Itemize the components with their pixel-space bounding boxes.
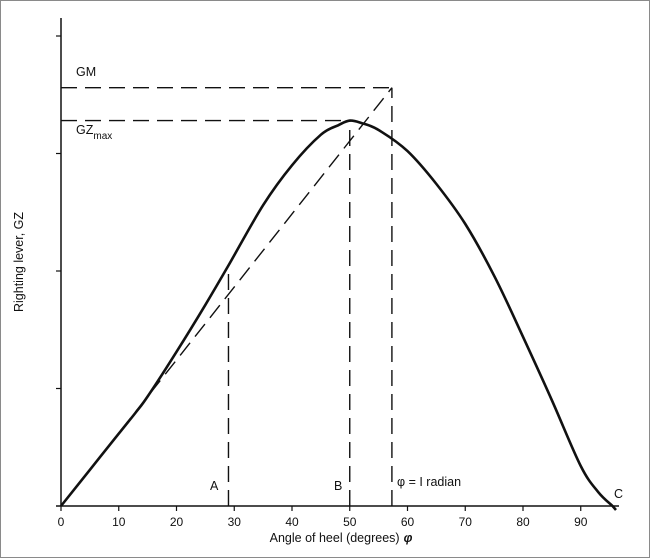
label-a: A — [210, 479, 219, 493]
x-tick-label-80: 80 — [516, 515, 530, 529]
x-axis-title: Angle of heel (degrees) φ — [270, 531, 413, 545]
series-layer — [59, 87, 617, 511]
x-tick-label-40: 40 — [285, 515, 299, 529]
x-axis-title-symbol: φ — [404, 531, 413, 545]
gzmax-label-sub: max — [93, 131, 112, 142]
x-tick-label-90: 90 — [574, 515, 588, 529]
gzmax-label: GZmax — [76, 123, 112, 142]
x-axis-title-text: Angle of heel (degrees) — [270, 531, 400, 545]
x-tick-label-30: 30 — [228, 515, 242, 529]
x-tick-label-50: 50 — [343, 515, 357, 529]
y-ticks — [56, 35, 61, 390]
x-tick-label-20: 20 — [170, 515, 184, 529]
gzmax-label-main: GZ — [76, 123, 94, 137]
x-tick-label-0: 0 — [58, 515, 65, 529]
gz-curve — [59, 119, 617, 511]
y-axis-title: Righting lever, GZ — [12, 212, 26, 312]
reference-lines — [61, 86, 393, 506]
x-tick-label-10: 10 — [112, 515, 126, 529]
x-ticks: 0 10 20 30 40 50 60 70 80 90 — [58, 506, 588, 529]
label-b: B — [334, 479, 342, 493]
x-tick-label-70: 70 — [459, 515, 473, 529]
x-tick-label-60: 60 — [401, 515, 415, 529]
gm-label: GM — [76, 65, 96, 79]
gm-tangent-line — [60, 87, 393, 507]
label-c: C — [614, 487, 623, 501]
label-radian: φ = I radian — [397, 475, 461, 489]
